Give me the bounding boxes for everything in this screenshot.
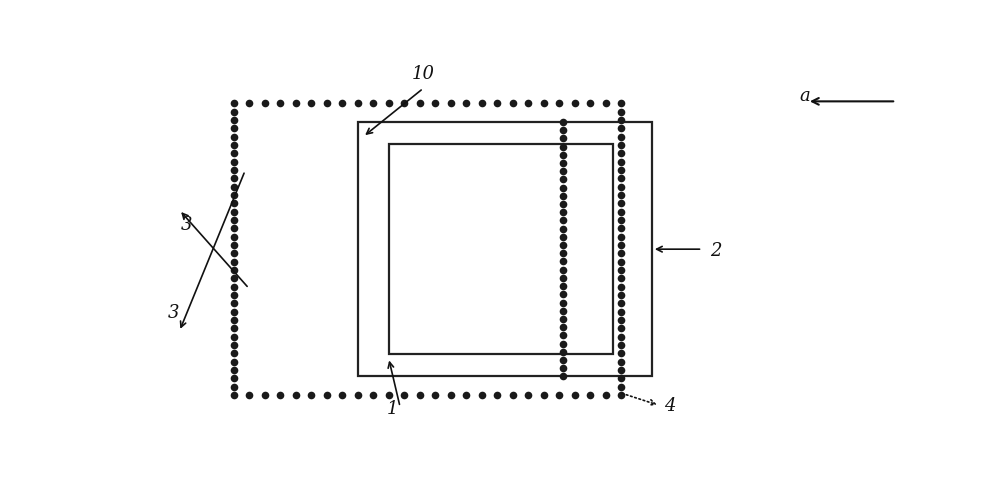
Text: 1: 1 — [387, 399, 398, 417]
Bar — [358, 122, 652, 376]
Text: 3: 3 — [181, 216, 193, 234]
Text: 4: 4 — [664, 398, 675, 416]
Text: 3: 3 — [168, 304, 180, 322]
Bar — [388, 144, 613, 354]
Text: 2: 2 — [710, 242, 722, 260]
Text: a: a — [799, 87, 810, 105]
Text: 10: 10 — [412, 65, 435, 83]
